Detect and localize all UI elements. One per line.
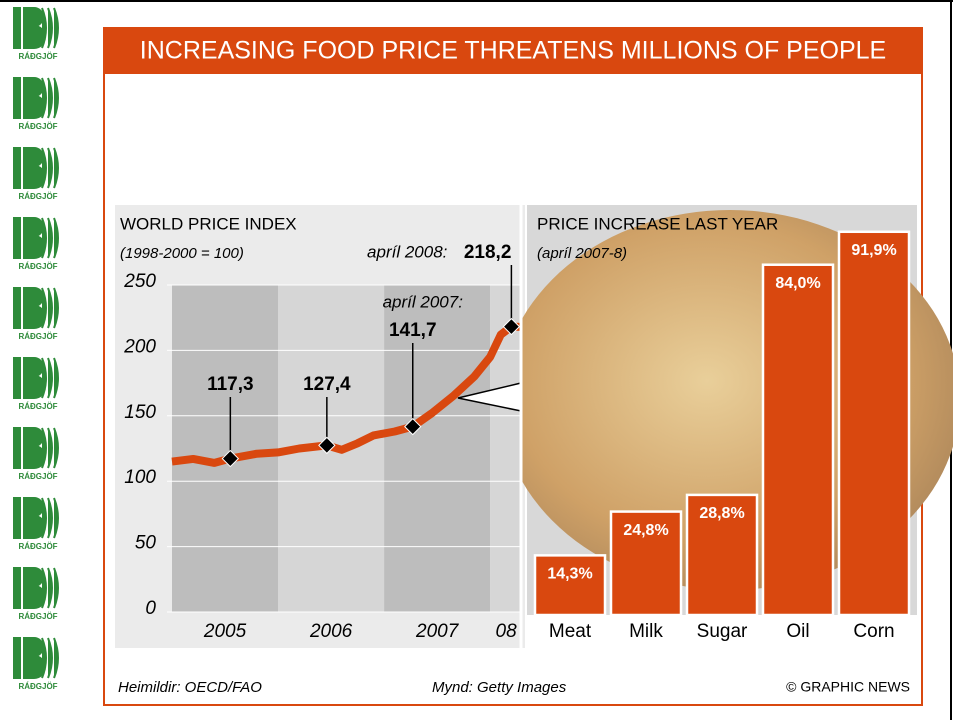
logo-text: RÁÐGJÖF: [18, 402, 57, 411]
y-tick-label: 200: [123, 336, 156, 357]
annotation-label: 117,3: [207, 374, 254, 395]
annotation-label: 127,4: [303, 374, 351, 395]
x-tick-label: Corn: [853, 621, 894, 642]
logo-mark: [13, 637, 59, 679]
bar: [533, 554, 607, 617]
annotation-prefix: apríl 2008:: [367, 242, 448, 261]
x-band-label: 08: [496, 621, 518, 642]
x-band-label: 2006: [309, 621, 353, 642]
year-band: [384, 285, 491, 612]
logo-mark: [13, 357, 59, 399]
logo-text: RÁÐGJÖF: [18, 192, 57, 201]
chart-title: WORLD PRICE INDEX: [120, 214, 297, 233]
logo-text: RÁÐGJÖF: [18, 612, 57, 621]
bar-value-label: 91,9%: [851, 242, 896, 259]
annotation-marker: [502, 317, 521, 336]
logo-mark: [13, 7, 59, 49]
logo-mark: [13, 497, 59, 539]
x-band-label: 2005: [203, 621, 247, 642]
x-tick-label: Milk: [629, 621, 663, 642]
chart-subtitle: (1998-2000 = 100): [120, 245, 244, 262]
logo-text: RÁÐGJÖF: [18, 682, 57, 691]
bar: [761, 263, 835, 617]
logo-mark: [13, 147, 59, 189]
annotation-marker: [221, 449, 240, 468]
annotation-marker: [318, 436, 336, 455]
logo-text: RÁÐGJÖF: [18, 52, 57, 61]
annotation-marker: [404, 417, 422, 436]
logo-text: RÁÐGJÖF: [18, 542, 57, 551]
logo-mark: [13, 77, 59, 119]
bar: [685, 493, 759, 617]
logo-text: RÁÐGJÖF: [18, 262, 57, 271]
y-tick-label: 100: [124, 467, 156, 488]
y-tick-label: 150: [124, 402, 156, 423]
bar-value-label: 14,3%: [547, 566, 592, 583]
label-strip: [527, 615, 917, 648]
logo-mark: [13, 287, 59, 329]
logo-mark: [13, 567, 59, 609]
bar-chart: PRICE INCREASE LAST YEAR (apríl 2007-8) 14…: [527, 214, 917, 648]
logo-text: RÁÐGJÖF: [18, 472, 57, 481]
x-tick-label: Sugar: [697, 621, 748, 642]
footer-photo: Mynd: Getty Images: [432, 679, 567, 696]
line-chart: WORLD PRICE INDEX (1998-2000 = 100) 2005 20…: [120, 214, 522, 642]
y-tick-label: 0: [145, 598, 156, 619]
bar-value-label: 28,8%: [699, 505, 744, 522]
x-tick-label: Oil: [786, 621, 809, 642]
y-tick-label: 50: [135, 533, 157, 554]
logo-mark: [13, 217, 59, 259]
annotation-label: 218,2: [464, 242, 512, 263]
year-band: [172, 285, 279, 612]
annotation-prefix: apríl 2007:: [383, 292, 464, 311]
logo-text: RÁÐGJÖF: [18, 332, 57, 341]
footer-credit: © GRAPHIC NEWS: [786, 679, 910, 695]
x-band-label: 2007: [415, 621, 460, 642]
chart-subtitle: (apríl 2007-8): [537, 245, 627, 262]
y-tick-label: 250: [123, 271, 156, 292]
bar-value-label: 84,0%: [775, 275, 820, 292]
bar: [609, 510, 683, 617]
title-bar: [104, 28, 922, 74]
logo-mark: [13, 427, 59, 469]
chart-title: PRICE INCREASE LAST YEAR: [537, 214, 778, 233]
title: INCREASING FOOD PRICE THREATENS MILLIONS…: [140, 37, 886, 65]
x-tick-label: Meat: [549, 621, 592, 642]
logo-strip: RÁÐGJÖF RÁÐGJÖF RÁÐGJÖF RÁÐGJÖF RÁÐGJÖF RÁÐGJ…: [13, 7, 59, 691]
logo-text: RÁÐGJÖF: [18, 122, 57, 131]
annotation-label: 141,7: [389, 320, 437, 341]
footer-source: Heimildir: OECD/FAO: [118, 679, 262, 696]
bar-value-label: 24,8%: [623, 522, 668, 539]
bar: [837, 230, 911, 617]
